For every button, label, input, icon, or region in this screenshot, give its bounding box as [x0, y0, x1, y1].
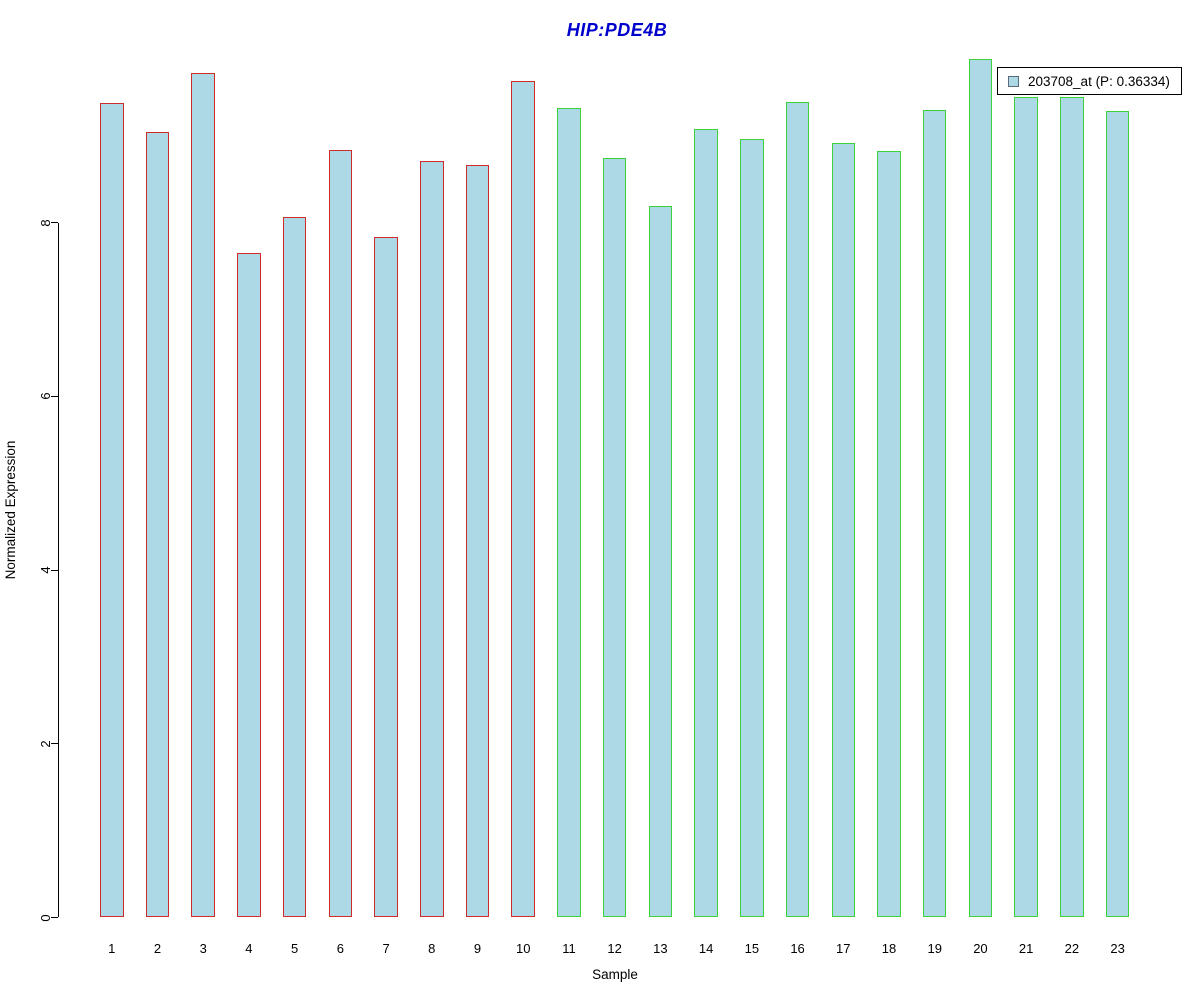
y-tick-mark — [50, 743, 58, 745]
bar-7 — [374, 236, 398, 918]
x-tick-label-13: 13 — [653, 941, 668, 956]
y-axis-line — [57, 222, 59, 918]
x-tick-label-11: 11 — [562, 941, 576, 956]
x-tick-label-16: 16 — [790, 941, 805, 956]
bar-5 — [282, 216, 307, 918]
bar-21 — [1014, 96, 1038, 918]
y-tick-label-8: 8 — [38, 219, 53, 227]
bar-2 — [145, 132, 170, 918]
bar-10 — [511, 81, 535, 918]
y-tick-mark — [50, 916, 58, 919]
bar-20 — [968, 58, 993, 918]
y-axis-title: Normalized Expression — [3, 440, 18, 580]
chart-title: HIP:PDE4B — [566, 20, 668, 40]
x-tick-label-9: 9 — [473, 941, 482, 956]
x-axis-title: Sample — [592, 967, 638, 982]
bar-18 — [877, 150, 901, 918]
bar-11 — [557, 108, 581, 918]
x-tick-label-21: 21 — [1018, 941, 1034, 956]
bar-13 — [648, 206, 673, 918]
x-tick-label-14: 14 — [698, 941, 714, 956]
bar-6 — [328, 149, 353, 918]
legend-label: 203708_at (P: 0.36334) — [1028, 73, 1170, 89]
bar-14 — [694, 128, 718, 918]
x-tick-label-4: 4 — [245, 941, 253, 956]
x-tick-label-1: 1 — [108, 941, 116, 956]
bar-4 — [237, 253, 261, 918]
x-tick-label-10: 10 — [515, 941, 531, 956]
bar-1 — [100, 102, 124, 918]
bar-15 — [740, 139, 764, 918]
y-tick-label-4: 4 — [38, 566, 53, 574]
y-tick-mark — [50, 569, 58, 571]
y-tick-mark — [50, 395, 58, 397]
x-tick-label-22: 22 — [1064, 941, 1080, 956]
legend-swatch-icon — [1008, 75, 1019, 87]
bar-12 — [602, 158, 627, 918]
x-tick-label-20: 20 — [973, 941, 988, 956]
x-tick-label-2: 2 — [153, 941, 162, 956]
x-tick-label-7: 7 — [382, 941, 390, 956]
x-tick-label-3: 3 — [199, 941, 207, 956]
x-tick-label-23: 23 — [1110, 941, 1125, 956]
bar-8 — [420, 161, 444, 918]
x-tick-label-18: 18 — [881, 941, 897, 956]
x-tick-label-8: 8 — [428, 941, 436, 956]
bar-23 — [1105, 110, 1130, 918]
bar-9 — [465, 165, 490, 918]
x-tick-label-15: 15 — [744, 941, 760, 956]
bar-17 — [831, 142, 856, 918]
legend: 203708_at (P: 0.36334) — [997, 67, 1182, 95]
y-tick-label-2: 2 — [38, 740, 53, 748]
y-tick-label-6: 6 — [38, 392, 53, 401]
x-tick-label-12: 12 — [607, 941, 622, 956]
x-tick-label-5: 5 — [291, 941, 299, 956]
bar-3 — [191, 73, 215, 918]
x-tick-label-17: 17 — [836, 941, 851, 956]
y-tick-mark — [50, 222, 58, 224]
y-tick-label-0: 0 — [38, 913, 53, 922]
x-tick-label-19: 19 — [927, 941, 942, 956]
bar-16 — [785, 101, 810, 918]
bar-22 — [1060, 96, 1084, 918]
bar-19 — [922, 109, 947, 918]
x-tick-label-6: 6 — [336, 941, 344, 956]
